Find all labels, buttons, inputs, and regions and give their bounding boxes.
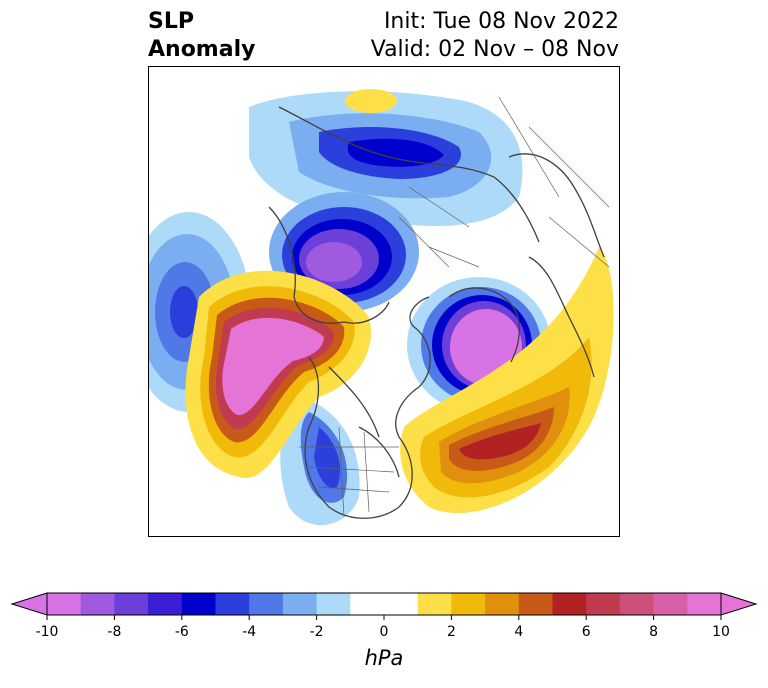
political-borders [299, 96, 610, 518]
colorbar-segment [552, 593, 587, 615]
colorbar-segment [114, 593, 149, 615]
colorbar-segment [47, 593, 82, 615]
colorbar-tick-label: -10 [36, 624, 59, 640]
colorbar-segment [485, 593, 520, 615]
colorbar-segment [653, 593, 688, 615]
colorbar-segment [282, 593, 318, 615]
colorbar-segment [384, 593, 419, 615]
pacific-high-anomaly [185, 270, 371, 479]
colorbar-segment [619, 593, 655, 615]
map-title-line2: Anomaly [148, 37, 256, 62]
arctic-low-anomaly [249, 91, 523, 226]
map-title: SLP Anomaly [148, 8, 255, 64]
colorbar-tick-label: -2 [310, 624, 324, 640]
colorbar-segment [316, 593, 351, 615]
colorbar-segment [148, 593, 183, 615]
colorbar-tick-label: 2 [447, 624, 456, 640]
colorbar-extend-under [10, 592, 48, 616]
colorbar-extend-over [720, 592, 758, 616]
colorbar-segment [350, 593, 385, 615]
colorbar-segment [518, 593, 553, 615]
colorbar-segment [80, 593, 115, 615]
colorbar-segment [249, 593, 284, 615]
colorbar-tick-label: -8 [107, 624, 121, 640]
colorbar-unit-label: hPa [365, 646, 404, 670]
valid-range: Valid: 02 Nov – 08 Nov [370, 37, 619, 62]
colorbar-segment [181, 593, 216, 615]
colorbar-tick-label: 8 [649, 624, 658, 640]
colorbar-segment [417, 593, 452, 615]
small-high-anomaly [345, 89, 397, 113]
colorbar: -10 -8 -6 -4 -2 0 2 4 6 8 10 hPa [0, 588, 768, 684]
atlantic-high-anomaly [400, 247, 614, 514]
colorbar-segment [687, 593, 722, 615]
map-title-line1: SLP [148, 9, 194, 34]
colorbar-tick-label: -4 [242, 624, 256, 640]
north-america-low-anomaly [280, 397, 360, 526]
forecast-dates: Init: Tue 08 Nov 2022 Valid: 02 Nov – 08… [371, 8, 619, 64]
init-date: Init: Tue 08 Nov 2022 [383, 9, 619, 34]
colorbar-tick-label: -6 [175, 624, 189, 640]
colorbar-segment [215, 593, 250, 615]
colorbar-segment [586, 593, 621, 615]
colorbar-tick-label: 10 [712, 624, 730, 640]
colorbar-segment [451, 593, 486, 615]
coastlines [268, 106, 605, 519]
colorbar-tick-label: 6 [582, 624, 591, 640]
colorbar-tick-label: 4 [514, 624, 523, 640]
map-canvas [149, 89, 614, 526]
colorbar-canvas: -10 -8 -6 -4 -2 0 2 4 6 8 10 hPa [10, 592, 758, 670]
colorbar-tick-label: 0 [380, 624, 389, 640]
slp-anomaly-map [148, 66, 620, 537]
